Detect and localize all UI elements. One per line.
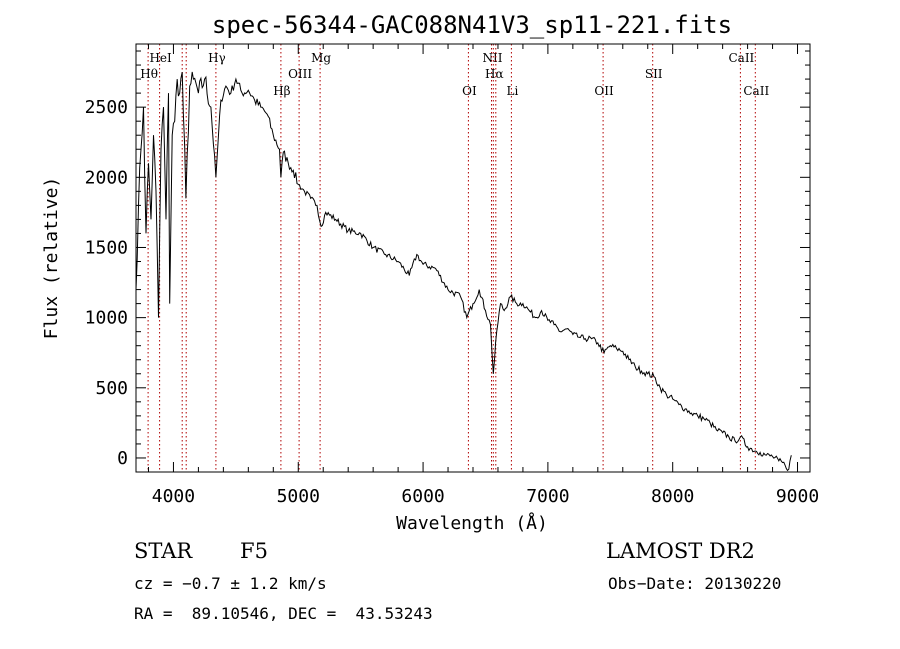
observation-date: Obs−Date: 20130220: [608, 574, 782, 593]
marker-label-9: NII: [483, 51, 503, 65]
chart-title: spec-56344-GAC088N41V3_sp11-221.fits: [212, 11, 732, 39]
marker-label-6: OIII: [288, 67, 312, 81]
object-class: STAR: [134, 539, 193, 563]
marker-label-4: Hγ: [208, 51, 226, 65]
spectrum-series-line: [135, 71, 792, 472]
plot-frame: [135, 43, 811, 473]
marker-label-13: OII: [594, 84, 614, 98]
survey-name: LAMOST DR2: [606, 539, 755, 563]
x-tick-label-0: 4000: [152, 486, 195, 507]
y-tick-label-2: 1000: [85, 308, 128, 329]
marker-label-14: SII: [645, 67, 663, 81]
marker-label-16: CaII: [743, 84, 769, 98]
y-axis-label: Flux (relative): [41, 177, 62, 340]
x-axis-label: Wavelength (Å): [396, 512, 548, 534]
marker-label-8: OI: [462, 84, 477, 98]
x-tick-label-1: 5000: [277, 486, 320, 507]
y-tick-label-3: 1500: [85, 237, 128, 258]
marker-label-12: Li: [506, 84, 518, 98]
marker-label-0: Hθ: [140, 67, 158, 81]
x-tick-label-2: 6000: [401, 486, 444, 507]
marker-label-15: CaII: [728, 51, 754, 65]
ra-dec-coordinates: RA = 89.10546, DEC = 43.53243: [134, 604, 433, 623]
x-tick-label-4: 8000: [651, 486, 694, 507]
y-tick-label-5: 2500: [85, 97, 128, 118]
axis-ticks: 4000 5000 6000 7000 8000 9000 0 500 1000 1500 2000…: [85, 44, 819, 507]
redshift-cz: cz = −0.7 ± 1.2 km/s: [134, 574, 327, 593]
y-tick-label-4: 2000: [85, 167, 128, 188]
y-tick-label-0: 0: [117, 448, 128, 469]
x-tick-label-5: 9000: [776, 486, 819, 507]
spectrum-chart: spec-56344-GAC088N41V3_sp11-221.fits HθH…: [41, 11, 819, 534]
marker-label-7: Mg: [311, 51, 331, 65]
marker-label-10: Hα: [485, 67, 504, 81]
x-tick-label-3: 7000: [526, 486, 569, 507]
marker-label-5: Hβ: [273, 84, 290, 98]
marker-label-1: HeI: [149, 51, 172, 65]
y-tick-label-1: 500: [95, 378, 128, 399]
object-subclass: F5: [240, 539, 268, 563]
